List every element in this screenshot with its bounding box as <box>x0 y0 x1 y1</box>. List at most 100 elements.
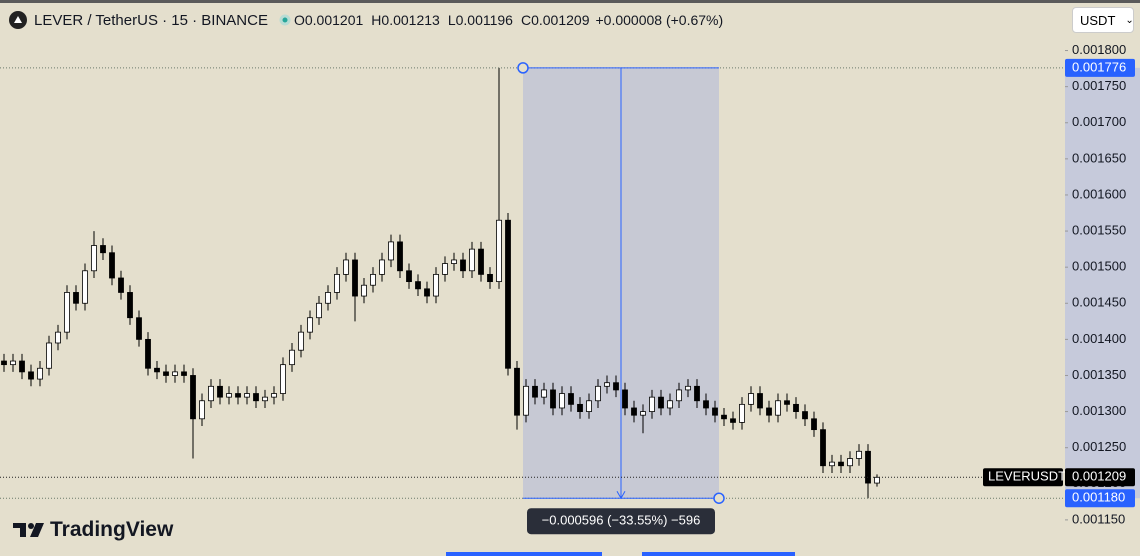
measure-handle <box>713 492 725 504</box>
candle-body <box>10 360 16 366</box>
candle-body <box>64 292 70 333</box>
symbol-title: LEVER / TetherUS · 15 · BINANCE <box>34 11 268 29</box>
candle-body <box>379 259 385 275</box>
candle-body <box>316 302 322 319</box>
candle-body <box>460 259 466 272</box>
measure-from-label-box <box>1065 58 1135 77</box>
candle-body <box>478 248 484 275</box>
candle-body <box>28 371 34 380</box>
ohlc-key: O <box>293 11 305 28</box>
candle-body <box>604 382 610 387</box>
candle-body <box>433 273 439 297</box>
candle-body <box>505 219 511 369</box>
y-tick-label: 0.001550 <box>1072 223 1126 238</box>
candle-body <box>559 393 565 409</box>
candle-body <box>127 292 133 319</box>
candle-body <box>280 364 286 394</box>
candle-body <box>307 317 313 333</box>
candle-body <box>37 367 43 380</box>
currency: USDT <box>1080 12 1116 28</box>
candle-body <box>334 273 340 293</box>
candle-body <box>361 284 367 297</box>
ohlc-value: 0.001209 <box>531 11 590 28</box>
y-tick-label: 0.001750 <box>1072 78 1126 93</box>
candle-body <box>55 331 61 344</box>
y-tick-label: 0.001150 <box>1072 511 1125 526</box>
candle-body <box>694 385 700 402</box>
symbol-tag: LEVERUSDT <box>988 469 1066 484</box>
candle-body <box>514 367 520 416</box>
y-tick-label: 0.001350 <box>1072 367 1126 382</box>
last-price-label-box <box>1065 468 1135 487</box>
candle-body <box>73 292 79 304</box>
candle-body <box>721 414 727 420</box>
candle-body <box>631 407 637 416</box>
candle-body <box>523 385 529 416</box>
y-tick-label: 0.001500 <box>1072 259 1126 274</box>
change: +0.000008 (+0.67%) <box>595 12 724 28</box>
candle-body <box>487 273 493 283</box>
candle-body <box>640 411 646 416</box>
candle-body <box>226 393 232 398</box>
candle-body <box>649 396 655 412</box>
candle-body <box>793 403 799 412</box>
candle-body <box>145 338 151 369</box>
currency-select[interactable]: USDT ⌄ <box>1072 7 1134 33</box>
candle-body <box>91 245 97 272</box>
candle-body <box>298 331 304 351</box>
candle-body <box>847 458 853 467</box>
y-tick-label: 0.001250 <box>1072 439 1126 454</box>
axis-range-highlight <box>1065 67 1140 499</box>
y-tick-label: 0.001800 <box>1072 42 1126 57</box>
candle-body <box>370 273 376 286</box>
candle-body <box>739 403 745 423</box>
candle-body <box>208 385 214 402</box>
candle-body <box>406 270 412 283</box>
candle-body <box>532 385 538 398</box>
candle-body <box>244 393 250 398</box>
ohlc-key: L <box>447 11 456 28</box>
candle-body <box>820 429 826 467</box>
candle-body <box>442 263 448 275</box>
candle-body <box>181 371 187 376</box>
candle-body <box>865 450 871 484</box>
candle-body <box>154 367 160 373</box>
candle-body <box>289 349 295 366</box>
candle-body <box>388 241 394 261</box>
candle-body <box>757 393 763 409</box>
candle-body <box>469 248 475 272</box>
brand-name: TradingView <box>50 518 174 541</box>
candle-body <box>118 277 124 293</box>
candle-body <box>253 393 259 402</box>
candle-body <box>568 393 574 405</box>
candle-body <box>667 400 673 409</box>
legend-header: LEVER / TetherUS · 15 · BINANCE O 0.00120… <box>8 8 723 32</box>
candle-body <box>1 360 7 366</box>
candle-body <box>199 400 205 420</box>
candle-body <box>163 371 169 376</box>
candle-body <box>775 400 781 416</box>
candle-body <box>235 393 241 398</box>
candle-body <box>109 252 115 279</box>
candle-body <box>217 385 223 398</box>
candle-body <box>685 385 691 391</box>
ohlc-value: 0.001213 <box>381 11 440 28</box>
ohlc-key: H <box>371 11 382 28</box>
scroll-bar <box>446 552 602 556</box>
candle-body <box>100 245 106 254</box>
candle-body <box>676 389 682 402</box>
candle-body <box>46 342 52 369</box>
candle-body <box>397 241 403 272</box>
candle-body <box>802 411 808 420</box>
y-tick-label: 0.001300 <box>1072 403 1126 418</box>
brand-logo: TradingView <box>12 518 173 542</box>
candle-body <box>496 219 502 283</box>
top-border <box>0 0 1140 3</box>
candle-body <box>874 476 880 484</box>
candle-body <box>451 259 457 264</box>
candle-body <box>595 385 601 402</box>
candle-body <box>352 259 358 297</box>
candle-body <box>856 450 862 459</box>
